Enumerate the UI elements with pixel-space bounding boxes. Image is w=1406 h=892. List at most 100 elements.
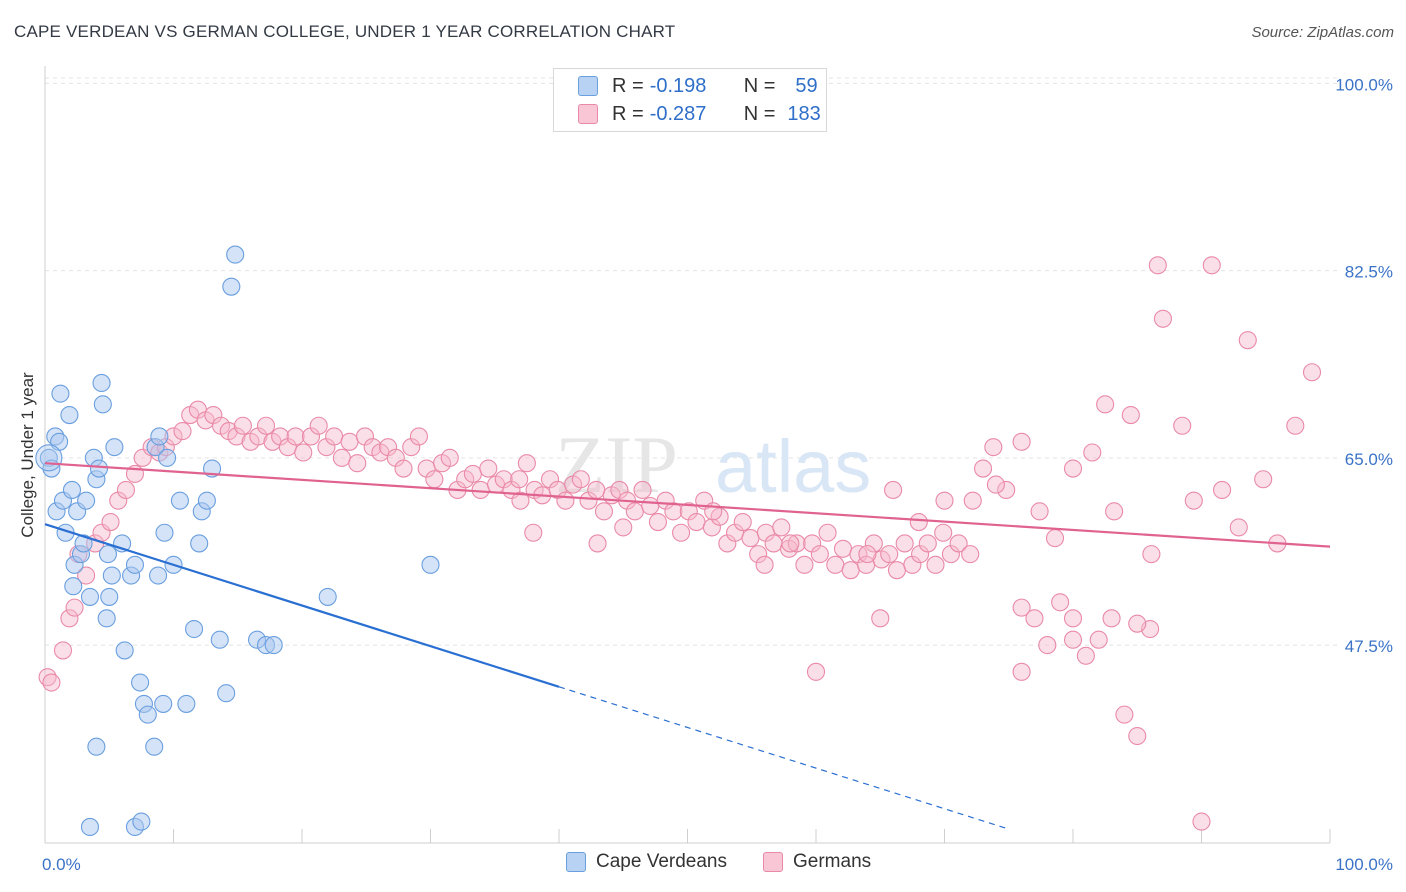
grid-lines (45, 77, 1338, 646)
cape-verdean-point (155, 523, 174, 542)
german-point (934, 523, 953, 542)
german-point (524, 523, 543, 542)
watermark-zip: ZIP (555, 419, 678, 510)
german-point (556, 491, 575, 510)
cape-verdean-point (222, 277, 241, 296)
german-point (741, 529, 760, 548)
cape-verdean-point (80, 587, 100, 606)
cape-verdean-point (138, 705, 157, 724)
german-point (949, 534, 968, 553)
german-point (587, 480, 606, 499)
german-point (60, 609, 79, 628)
cape-verdean-point-large (35, 444, 63, 472)
cape-verdean-point (97, 609, 116, 628)
cape-verdean-point (177, 694, 196, 713)
cape-verdean-point (150, 427, 169, 446)
cape-verdean-point (64, 577, 83, 596)
german-point (841, 561, 860, 580)
cape-verdean-point (105, 438, 124, 457)
german-point (101, 512, 120, 532)
german-point (625, 502, 644, 521)
cape-verdeans-trend-line (44, 523, 560, 688)
german-point (1012, 662, 1031, 681)
source-label: Source: ZipAtlas.com (1251, 24, 1394, 41)
german-point (571, 470, 590, 489)
german-point (795, 555, 814, 574)
german-point (53, 641, 73, 660)
german-point (173, 422, 192, 441)
german-point (984, 438, 1003, 457)
bottom-legend-label: Germans (793, 851, 872, 872)
german-point (764, 534, 783, 553)
cape-verdean-point (93, 395, 112, 414)
german-point (256, 416, 276, 435)
cape-verdean-point (421, 555, 440, 574)
watermark-atlas: atlas (715, 425, 871, 508)
cape-verdean-point (100, 587, 119, 606)
german-point (918, 534, 937, 553)
bottom-legend-cape-verdeans: Cape Verdeans (566, 851, 727, 873)
german-point (826, 555, 845, 574)
german-point (926, 555, 945, 574)
cape-verdean-point (264, 636, 283, 655)
german-point (1148, 256, 1167, 275)
german-point (1173, 416, 1192, 435)
cape-verdean-point (125, 555, 144, 574)
german-point (772, 518, 791, 537)
german-point (880, 545, 899, 564)
german-point (664, 502, 683, 521)
german-point (909, 512, 928, 532)
legend-r-label: R = (612, 74, 644, 97)
german-point (479, 459, 498, 478)
german-point (510, 470, 529, 489)
cape-verdean-point (154, 694, 173, 713)
legend-row-germans: R = -0.287 N = 183 (578, 100, 821, 128)
x-tick-label-max: 100.0% (1335, 855, 1393, 874)
cape-verdean-point (210, 630, 229, 649)
german-point (42, 673, 61, 692)
cape-verdean-point (197, 491, 216, 510)
legend-swatch-pink (578, 104, 598, 124)
german-point (1238, 331, 1257, 350)
german-point (1102, 609, 1121, 628)
correlation-legend: R = -0.198 N = 59 R = -0.287 N = 183 (553, 68, 827, 132)
german-point (1302, 363, 1322, 382)
cape-verdean-point (318, 587, 337, 606)
cape-verdean-point (149, 566, 168, 585)
german-point (633, 480, 652, 499)
german-point (781, 534, 800, 553)
bottom-legend-germans: Germans (763, 851, 871, 873)
german-point (1089, 630, 1108, 649)
german-point (286, 427, 305, 446)
bottom-legend-label: Cape Verdeans (596, 851, 727, 872)
german-point (409, 427, 428, 446)
german-point (614, 518, 633, 537)
chart-title: CAPE VERDEAN VS GERMAN COLLEGE, UNDER 1 … (14, 22, 676, 41)
german-point (294, 443, 313, 462)
cape-verdean-point (98, 545, 118, 564)
german-point (935, 491, 954, 510)
german-point (961, 545, 980, 564)
german-point (641, 496, 660, 516)
x-tick-label-min: 0.0% (42, 855, 81, 874)
cape-verdeans-trend-extension (558, 686, 1009, 830)
german-point (672, 523, 691, 542)
cape-verdeans-points (35, 245, 440, 837)
german-point (1115, 705, 1134, 724)
cape-verdean-point (51, 384, 70, 403)
german-point (1229, 518, 1248, 537)
german-point (895, 534, 914, 553)
german-point (1045, 529, 1065, 548)
german-point (1012, 598, 1031, 617)
bottom-legend-swatch-blue (566, 852, 586, 872)
cape-verdean-point (115, 641, 134, 660)
german-point (648, 512, 667, 532)
german-point (463, 464, 482, 483)
german-point (1063, 459, 1083, 478)
legend-n-label: N = (743, 74, 776, 97)
german-point (1096, 395, 1115, 414)
german-point (1128, 726, 1147, 746)
german-point (997, 480, 1016, 499)
german-point (1063, 609, 1083, 628)
german-point (77, 566, 96, 585)
